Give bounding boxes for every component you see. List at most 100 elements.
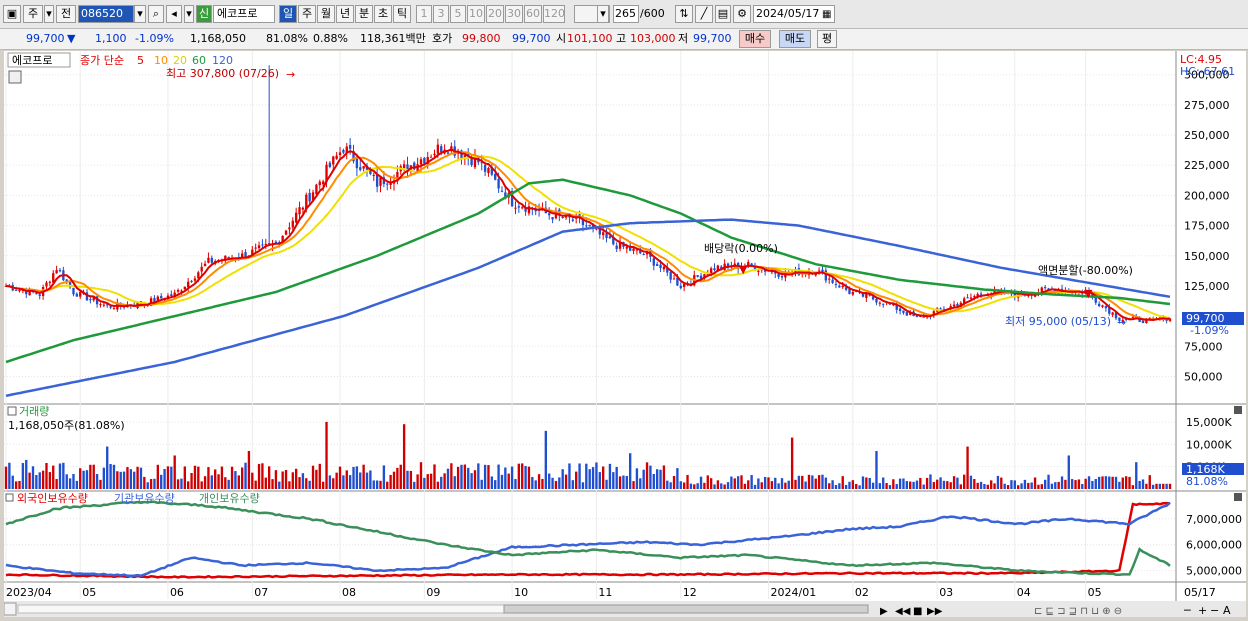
gear-icon[interactable]: ⚙ bbox=[733, 5, 751, 23]
volume-bar bbox=[666, 480, 669, 489]
volume-bar bbox=[524, 465, 527, 489]
sound-dropdown-icon[interactable]: ▾ bbox=[184, 5, 194, 23]
zoom-in-icon[interactable]: + bbox=[1198, 604, 1207, 617]
candle-body bbox=[35, 293, 38, 295]
period-4[interactable]: 분 bbox=[355, 5, 373, 23]
candle-body bbox=[251, 249, 254, 255]
volume-bar bbox=[770, 481, 774, 489]
volume-bar bbox=[379, 480, 382, 489]
hc-label: HC:-67.61 bbox=[1180, 65, 1235, 78]
scroll-right-icon[interactable]: ▶ bbox=[880, 606, 888, 617]
scroll-left-button[interactable] bbox=[3, 602, 17, 616]
chart-tools-icon[interactable]: ⇅ bbox=[675, 5, 693, 23]
interval-120[interactable]: 120 bbox=[543, 5, 565, 23]
candle-body bbox=[321, 181, 325, 185]
interval-10[interactable]: 10 bbox=[467, 5, 485, 23]
save-icon[interactable]: ▤ bbox=[715, 5, 731, 23]
interval-60[interactable]: 60 bbox=[524, 5, 542, 23]
volume-bar bbox=[369, 470, 372, 489]
volume-bar bbox=[1010, 480, 1013, 489]
candle-body bbox=[473, 156, 477, 168]
eval-button[interactable]: 평 bbox=[817, 30, 837, 48]
period-0[interactable]: 일 bbox=[279, 5, 297, 23]
volume-bar bbox=[426, 474, 429, 489]
volume-bar bbox=[156, 464, 160, 489]
holdings-pane-max-icon[interactable] bbox=[1234, 493, 1242, 501]
volume-bar bbox=[548, 473, 551, 489]
candle-body bbox=[892, 303, 895, 306]
volume-pane-max-icon[interactable] bbox=[1234, 406, 1242, 414]
volume-bar bbox=[75, 480, 79, 489]
grid-toggle-icon[interactable] bbox=[8, 70, 22, 84]
stock-name[interactable]: 에코프로 bbox=[213, 5, 275, 23]
zoom-out-icon[interactable]: ─ bbox=[1183, 604, 1191, 617]
candle-body bbox=[919, 316, 922, 318]
candle-body bbox=[281, 235, 284, 242]
interval-5[interactable]: 5 bbox=[450, 5, 466, 23]
volume-bar bbox=[841, 476, 844, 489]
volume-bar bbox=[1003, 483, 1006, 489]
draw-line-icon[interactable]: ╱ bbox=[695, 5, 713, 23]
interval-20[interactable]: 20 bbox=[486, 5, 504, 23]
interval-1[interactable]: 1 bbox=[416, 5, 432, 23]
rewind-icon[interactable]: ◀◀ bbox=[895, 606, 911, 617]
candle-body bbox=[662, 266, 666, 270]
code-dropdown-icon[interactable]: ▾ bbox=[134, 5, 146, 23]
market-dropdown-icon[interactable]: ▾ bbox=[44, 5, 54, 23]
buy-button[interactable]: 매수 bbox=[739, 30, 771, 48]
candle-body bbox=[244, 252, 247, 258]
chart-svg[interactable]: 300,000 275,000 250,000 225,000 200,000 175,0… bbox=[3, 51, 1246, 617]
volume-bar bbox=[521, 463, 524, 489]
volume-bar bbox=[1111, 476, 1114, 489]
interval-dropdown-icon[interactable]: ▾ bbox=[597, 5, 609, 23]
code-input[interactable]: 086520 bbox=[78, 5, 134, 23]
candle-body bbox=[288, 227, 291, 230]
calendar-icon[interactable]: ▦ bbox=[822, 9, 832, 20]
period-6[interactable]: 틱 bbox=[393, 5, 411, 23]
scrollbar-thumb[interactable] bbox=[503, 604, 869, 614]
volume-bar bbox=[736, 476, 740, 489]
interval-30[interactable]: 30 bbox=[505, 5, 523, 23]
candle-body bbox=[274, 241, 278, 244]
interval-3[interactable]: 3 bbox=[433, 5, 449, 23]
quote-ask-label: 호가 bbox=[432, 32, 453, 45]
stop-icon[interactable]: ■ bbox=[913, 606, 922, 617]
font-size-up-icon[interactable]: A bbox=[1223, 604, 1231, 617]
candle-body bbox=[817, 270, 821, 272]
candle-body bbox=[534, 209, 537, 212]
candle-body bbox=[75, 293, 79, 297]
volume-bar bbox=[453, 476, 456, 489]
window-menu-icon[interactable]: ▣ bbox=[3, 5, 21, 23]
sound-icon[interactable]: ◂ bbox=[166, 5, 182, 23]
period-1[interactable]: 주 bbox=[298, 5, 316, 23]
period-2[interactable]: 월 bbox=[317, 5, 335, 23]
quote-open: 101,100 bbox=[567, 32, 613, 45]
sell-button[interactable]: 매도 bbox=[779, 30, 811, 48]
volume-bar bbox=[669, 482, 672, 489]
period-5[interactable]: 초 bbox=[374, 5, 392, 23]
volume-bar bbox=[348, 475, 352, 489]
forward-icon[interactable]: ▶▶ bbox=[927, 606, 943, 617]
volume-bar bbox=[1158, 483, 1162, 489]
candle-body bbox=[676, 277, 679, 286]
volume-bar bbox=[622, 475, 625, 489]
search-icon[interactable]: ⌕ bbox=[148, 5, 164, 23]
candle-body bbox=[45, 282, 48, 287]
count-input[interactable]: 265 bbox=[613, 5, 639, 23]
chart-area[interactable]: 300,000 275,000 250,000 225,000 200,000 175,0… bbox=[3, 51, 1246, 617]
volume-bar bbox=[905, 481, 909, 489]
chart-tool-icons[interactable]: ⊏ ⊑ ⊐ ⊒ ⊓ ⊔ ⊕ ⊖ bbox=[1034, 606, 1122, 617]
prev-button[interactable]: 전 bbox=[56, 5, 76, 23]
font-size-icon[interactable]: − bbox=[1210, 604, 1219, 617]
volume-bar bbox=[780, 478, 784, 489]
candle-body bbox=[956, 304, 959, 307]
volume-bar bbox=[207, 467, 210, 489]
candle-body bbox=[1131, 316, 1135, 318]
volume-bar bbox=[288, 481, 291, 489]
market-select[interactable]: 주 bbox=[23, 5, 43, 23]
date-input[interactable]: 2024/05/17 bbox=[753, 5, 835, 23]
period-3[interactable]: 년 bbox=[336, 5, 354, 23]
candle-body bbox=[362, 166, 365, 169]
candle-body bbox=[774, 272, 777, 274]
candle-body bbox=[895, 304, 898, 310]
